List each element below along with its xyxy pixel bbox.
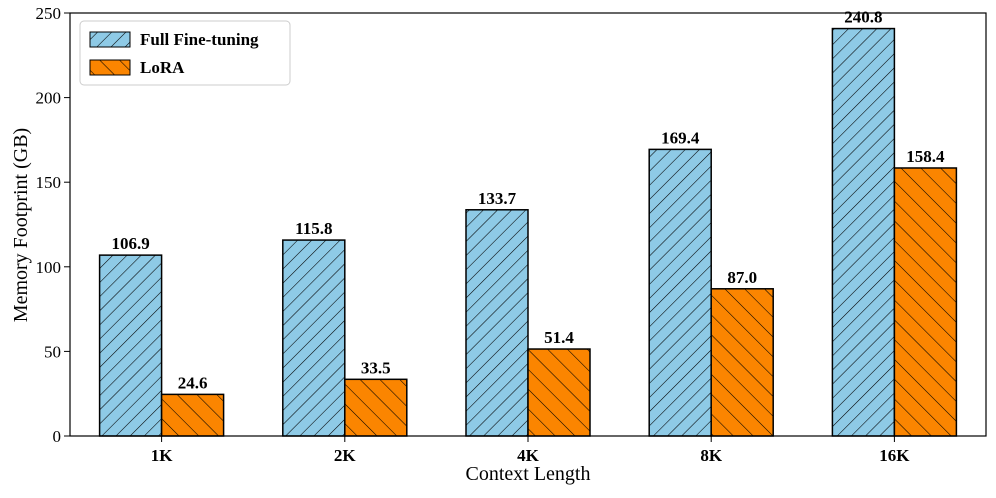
bar-hatch-lora	[527, 348, 591, 437]
legend: Full Fine-tuning LoRA	[79, 20, 291, 86]
legend-swatch-lora-hatch	[89, 59, 131, 76]
y-axis-title: Memory Footprint (GB)	[10, 128, 32, 322]
y-tick-label: 0	[53, 427, 62, 446]
y-tick-label: 100	[36, 258, 62, 277]
axes-frame	[69, 12, 987, 437]
data-label-lora: 87.0	[727, 268, 757, 287]
y-tick-label: 200	[36, 89, 62, 108]
bar-hatch-full-fine-tuning	[98, 254, 163, 437]
bar-hatch-full-fine-tuning	[465, 209, 529, 437]
y-tick-label: 50	[44, 342, 61, 361]
y-tick-label: 150	[36, 173, 62, 192]
data-label-lora: 51.4	[544, 328, 574, 347]
legend-label-lora: LoRA	[140, 58, 185, 77]
x-tick-label: 4K	[517, 446, 540, 465]
bar-hatch-full-fine-tuning	[648, 148, 712, 437]
bar-hatch-lora	[344, 378, 408, 437]
x-tick-label: 1K	[151, 446, 174, 465]
y-tick-label: 250	[36, 4, 62, 23]
x-tick-label: 8K	[700, 446, 723, 465]
x-tick-label: 16K	[879, 446, 910, 465]
data-label-full-fine-tuning: 169.4	[661, 128, 700, 147]
data-label-full-fine-tuning: 115.8	[295, 219, 332, 238]
data-label-full-fine-tuning: 133.7	[478, 189, 517, 208]
data-label-lora: 158.4	[906, 147, 945, 166]
data-label-full-fine-tuning: 106.9	[111, 234, 149, 253]
bar-hatch-full-fine-tuning	[282, 239, 346, 437]
data-label-lora: 24.6	[178, 373, 208, 392]
x-axis-title: Context Length	[466, 463, 591, 485]
bar-hatch-lora	[893, 167, 958, 437]
legend-label-full-fine-tuning: Full Fine-tuning	[140, 30, 259, 49]
x-tick-label: 2K	[334, 446, 357, 465]
legend-frame	[79, 20, 291, 86]
plot-area: 0 50 100 150 200 250 106.9 24.6 1K 115.8 33.5 2K 133…	[36, 4, 987, 465]
legend-swatch-full-fine-tuning-hatch	[89, 31, 131, 48]
data-label-lora: 33.5	[361, 358, 391, 377]
bar-hatch-lora	[160, 393, 225, 437]
bar-hatch-lora	[710, 288, 774, 437]
data-label-full-fine-tuning: 240.8	[844, 8, 882, 27]
bar-hatch-full-fine-tuning	[831, 27, 896, 437]
